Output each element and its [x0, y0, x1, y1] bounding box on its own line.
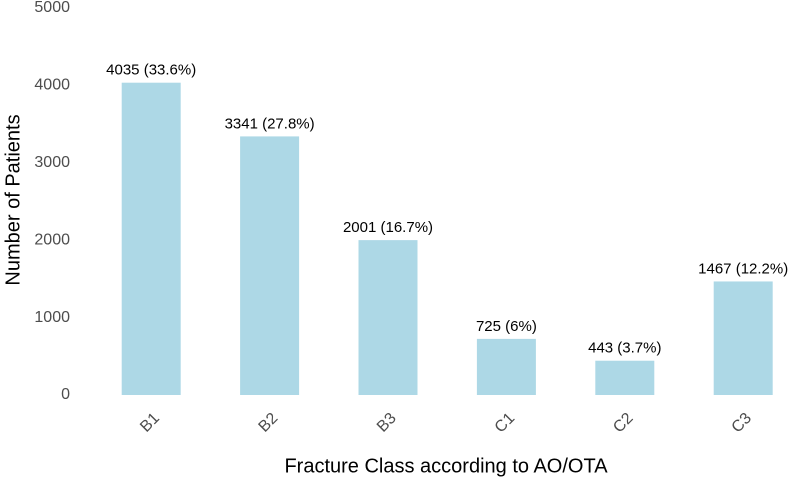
value-label: 4035 (33.6%) [106, 62, 196, 79]
x-tick-label: C3 [729, 410, 756, 437]
x-tick-label: B2 [256, 410, 282, 436]
bar [476, 338, 536, 395]
bar [121, 82, 181, 395]
value-label: 3341 (27.8%) [225, 115, 315, 132]
y-tick-label: 5000 [34, 0, 70, 16]
bar [358, 240, 418, 395]
value-label: 725 (6%) [476, 318, 537, 335]
x-tick-label: B3 [374, 410, 400, 436]
bar [240, 136, 300, 395]
y-tick-label: 2000 [34, 231, 70, 248]
value-label: 1467 (12.2%) [698, 260, 788, 277]
value-label: 2001 (16.7%) [343, 219, 433, 236]
x-tick-label: B1 [137, 410, 163, 436]
bar [713, 281, 773, 395]
y-tick-label: 4000 [34, 77, 70, 94]
x-axis-title: Fracture Class according to AO/OTA [284, 455, 608, 477]
y-tick-label: 3000 [34, 154, 70, 171]
x-tick-label: C1 [492, 410, 519, 437]
y-tick-label: 1000 [34, 309, 70, 326]
x-tick-label: C2 [610, 410, 637, 437]
bar [595, 360, 655, 395]
value-label: 443 (3.7%) [588, 340, 661, 357]
y-tick-label: 0 [61, 386, 70, 403]
y-axis-title: Number of Patients [2, 114, 24, 285]
